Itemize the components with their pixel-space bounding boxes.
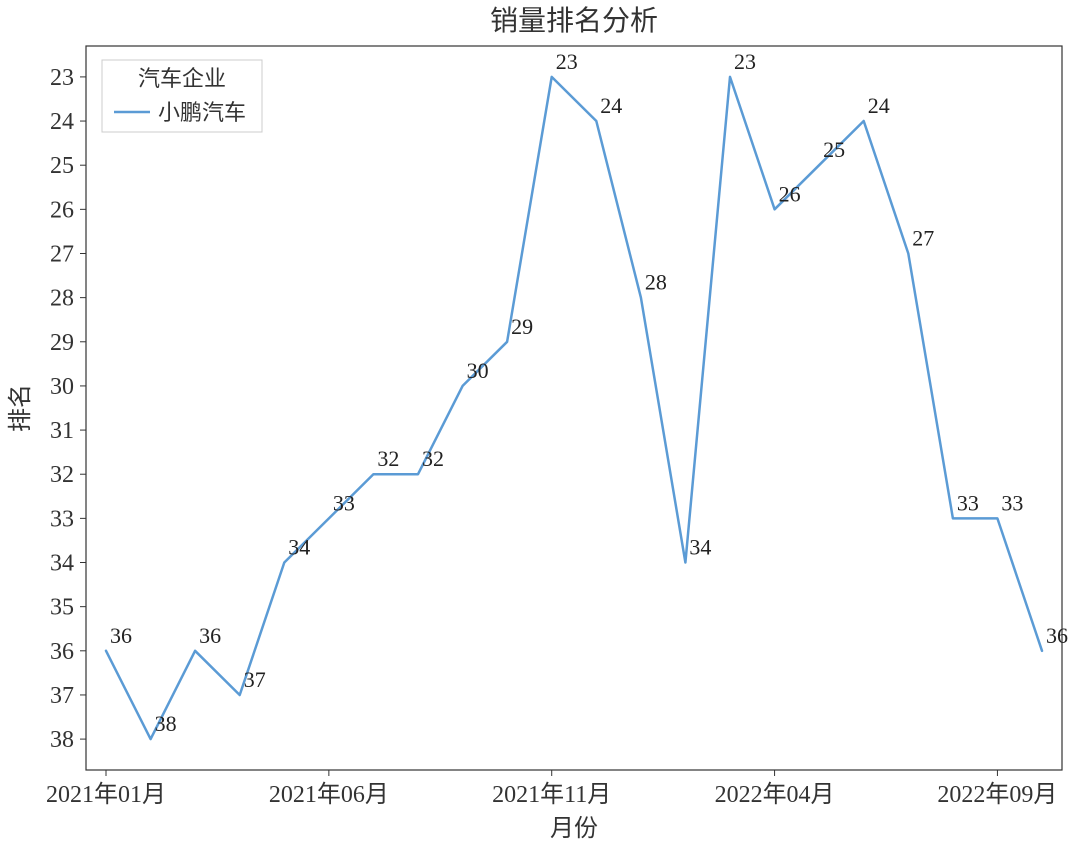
y-tick-label: 37	[50, 683, 74, 709]
data-point-label: 24	[868, 93, 890, 118]
y-tick-label: 28	[50, 286, 74, 312]
y-tick-label: 27	[50, 241, 74, 267]
data-point-label: 23	[734, 49, 756, 74]
data-point-label: 26	[779, 181, 801, 206]
y-tick-label: 29	[50, 330, 74, 356]
y-tick-label: 25	[50, 153, 74, 179]
data-point-label: 33	[957, 490, 979, 515]
data-point-label: 24	[600, 93, 622, 118]
data-point-label: 38	[155, 711, 177, 736]
data-point-label: 23	[556, 49, 578, 74]
data-point-label: 33	[1001, 490, 1023, 515]
y-tick-label: 34	[50, 551, 74, 577]
data-point-label: 33	[333, 490, 355, 515]
line-chart: 23 24 25 26 27 28 29 30 31 32 33 34 35 36 37 38 2021年01月…	[0, 0, 1080, 846]
y-tick-label: 24	[50, 109, 74, 135]
data-point-label: 29	[511, 314, 533, 339]
chart-title: 销量排名分析	[490, 5, 658, 37]
data-point-label: 25	[823, 137, 845, 162]
y-tick-label: 36	[50, 639, 74, 665]
y-tick-label: 30	[50, 374, 74, 400]
y-tick-label: 35	[50, 595, 74, 621]
x-tick-label: 2022年09月	[937, 781, 1057, 808]
x-tick-label: 2021年01月	[46, 781, 166, 808]
data-point-label: 34	[689, 535, 711, 560]
data-point-label: 30	[467, 358, 489, 383]
data-point-label: 36	[1046, 623, 1068, 648]
y-tick-label: 32	[50, 462, 74, 488]
y-tick-label: 33	[50, 506, 74, 532]
data-point-label: 36	[110, 623, 132, 648]
y-tick-label: 31	[50, 418, 74, 444]
y-tick-label: 23	[50, 65, 74, 91]
legend-title: 汽车企业	[138, 66, 226, 91]
y-tick-label: 38	[50, 727, 74, 753]
x-tick-label: 2021年06月	[269, 781, 389, 808]
x-tick-label: 2021年11月	[492, 781, 611, 808]
data-point-label: 37	[244, 667, 266, 692]
data-point-label: 32	[377, 446, 399, 471]
x-axis-label: 月份	[550, 815, 598, 842]
y-tick-label: 26	[50, 197, 74, 223]
data-point-label: 34	[288, 535, 310, 560]
data-point-label: 28	[645, 270, 667, 295]
data-point-label: 27	[912, 225, 934, 250]
x-tick-label: 2022年04月	[715, 781, 835, 808]
data-point-label: 32	[422, 446, 444, 471]
y-axis-label: 排名	[7, 384, 34, 432]
legend-item-label: 小鹏汽车	[158, 100, 246, 125]
data-point-label: 36	[199, 623, 221, 648]
